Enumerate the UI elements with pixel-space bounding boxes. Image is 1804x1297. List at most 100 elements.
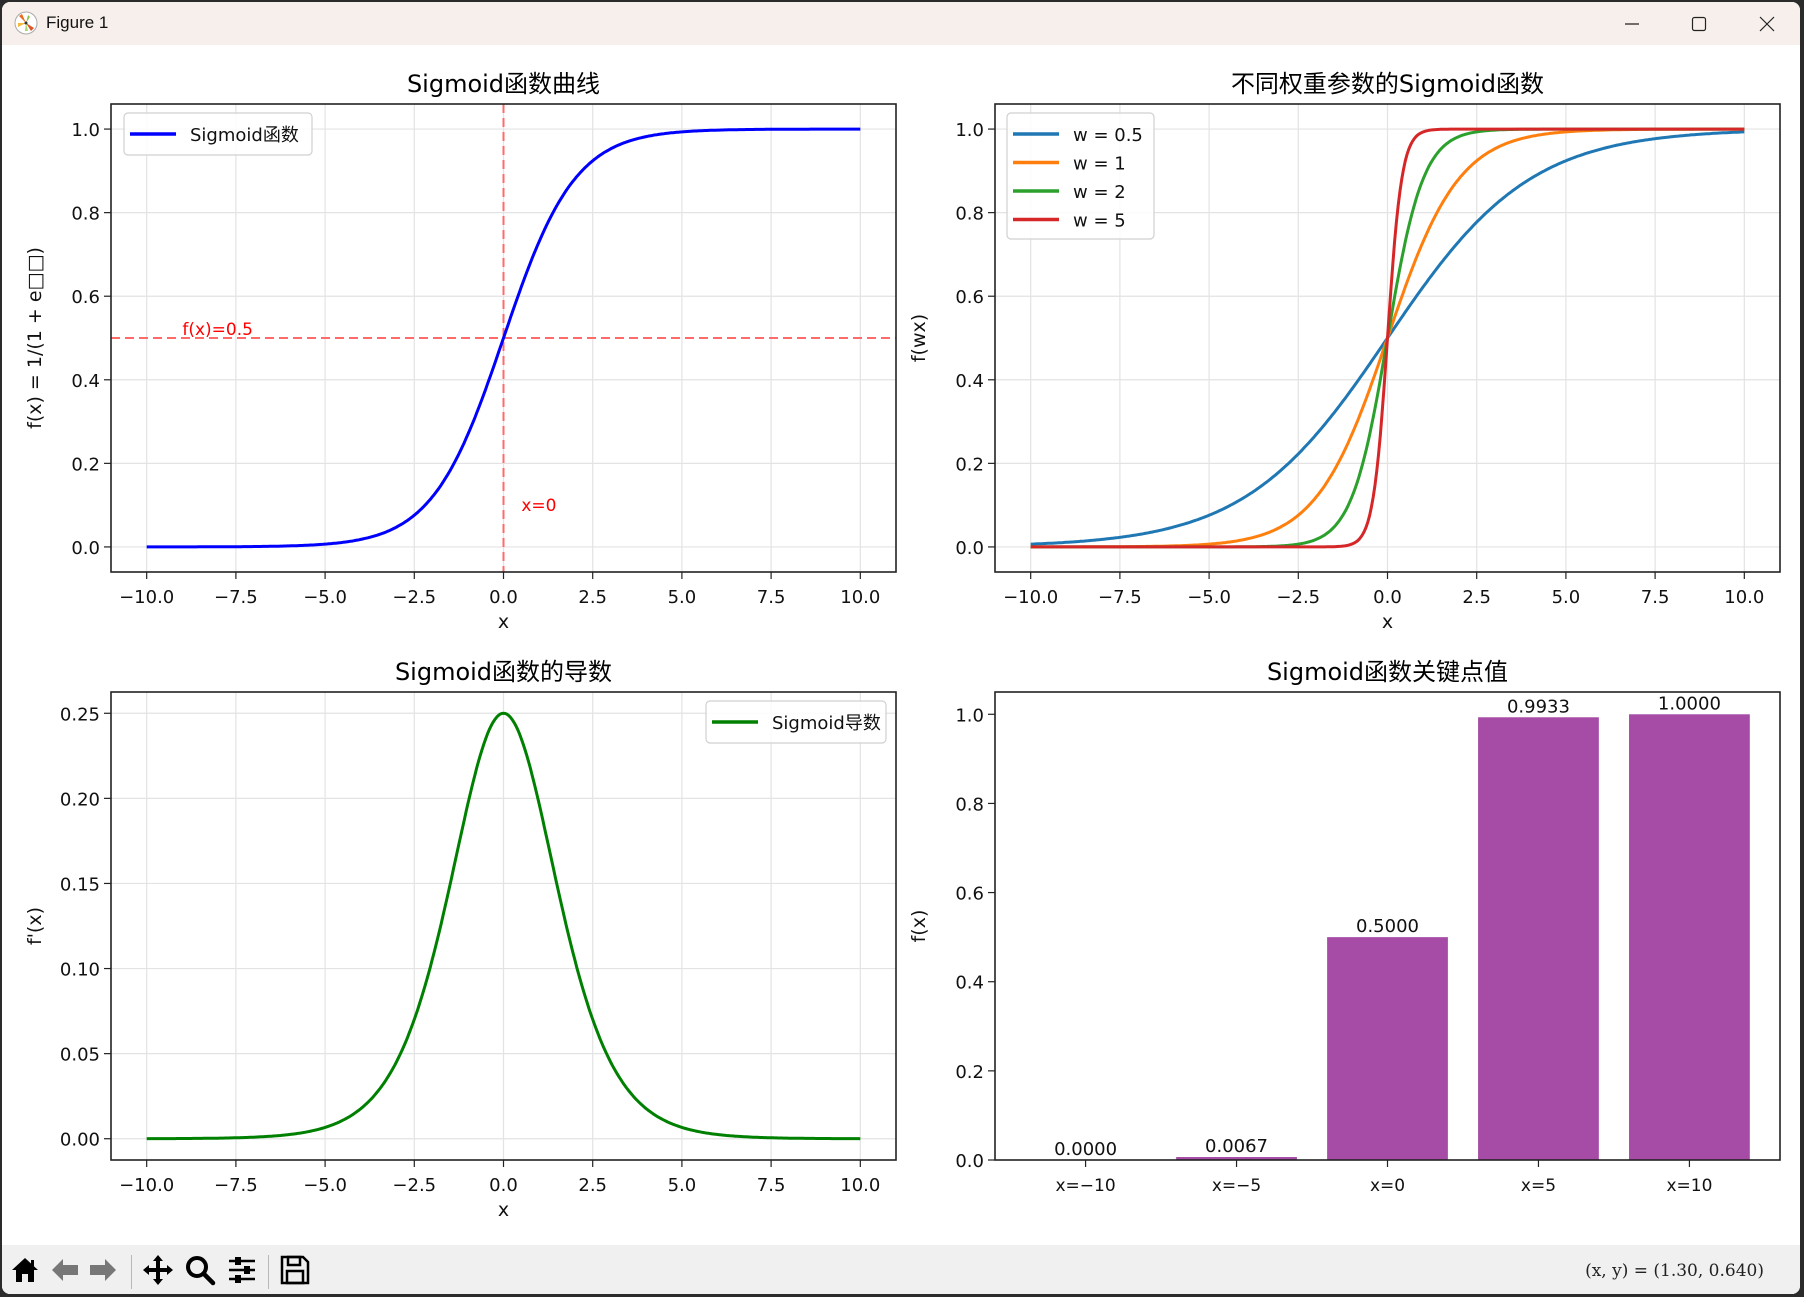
chart-title: 不同权重参数的Sigmoid函数 (1231, 70, 1544, 98)
weighted-sigmoid-line (1030, 127, 1745, 549)
axes-frame (994, 103, 1781, 573)
y-axis-label: f'(x) (24, 907, 46, 945)
toolbar-separator (131, 1255, 132, 1289)
x-axis-label: x (1382, 611, 1393, 633)
y-tick-label: 0.8 (955, 204, 984, 225)
y-tick-label: 0.4 (955, 371, 984, 392)
plot-area: Sigmoid函数曲线 0.0 0.2 0.4 0.6 0.8 1.0 f(x) = 1/(1… (24, 70, 1781, 1221)
x-tick-label: x=0 (1370, 1176, 1405, 1196)
save-button[interactable] (278, 1253, 312, 1287)
bar (1629, 714, 1750, 1160)
legend-label: w = 5 (1073, 211, 1126, 232)
bar-value-label: 0.0000 (1054, 1139, 1117, 1160)
y-axis-label: f(x) = 1/(1 + e□□) (24, 247, 46, 429)
x-tick-label: x=10 (1666, 1176, 1712, 1196)
x-tick-label: 5.0 (668, 1175, 697, 1196)
y-tick-label: 0.4 (955, 973, 984, 994)
y-tick-label: 1.0 (71, 120, 100, 141)
title-bar: Figure 1 (2, 2, 1800, 45)
x-tick-label: 10.0 (840, 1175, 880, 1196)
y-tick-label: 0.6 (955, 884, 984, 905)
legend-label: w = 1 (1073, 154, 1126, 175)
matplotlib-logo-icon (14, 11, 38, 35)
floppy-disk-icon (280, 1255, 310, 1285)
close-button[interactable] (1734, 2, 1800, 45)
axes-frame (110, 103, 897, 573)
y-tick-label: 1.0 (955, 705, 984, 726)
y-tick-label: 0.15 (60, 874, 100, 895)
x-tick-label: x=−5 (1212, 1176, 1261, 1196)
x-axis-label: x (498, 1199, 509, 1221)
forward-button[interactable] (86, 1253, 120, 1287)
toolbar-separator (268, 1255, 269, 1289)
y-tick-label: 0.0 (955, 1151, 984, 1172)
arrow-left-icon (52, 1259, 78, 1281)
x-tick-label: 2.5 (578, 587, 607, 608)
x-tick-label: x=−10 (1055, 1176, 1115, 1196)
x-tick-label: −10.0 (1003, 587, 1058, 608)
y-tick-label: 0.0 (71, 538, 100, 559)
legend-label: w = 0.5 (1073, 125, 1143, 146)
legend (1006, 112, 1155, 240)
maximize-button[interactable] (1666, 2, 1732, 45)
bar-value-label: 0.0067 (1205, 1136, 1268, 1157)
minimize-button[interactable] (1599, 2, 1665, 45)
x-tick-label: −7.5 (214, 1175, 258, 1196)
move-icon (143, 1255, 173, 1285)
y-tick-label: 1.0 (955, 120, 984, 141)
y-tick-label: 0.20 (60, 789, 100, 810)
arrow-right-icon (90, 1259, 116, 1281)
x-tick-label: −10.0 (119, 1175, 174, 1196)
back-button[interactable] (48, 1253, 82, 1287)
x-tick-label: −5.0 (303, 587, 347, 608)
annotation-text: x=0 (521, 496, 556, 516)
x-tick-label: 2.5 (1462, 587, 1491, 608)
x-tick-label: 10.0 (1724, 587, 1764, 608)
x-tick-label: −10.0 (119, 587, 174, 608)
maximize-icon (1691, 16, 1707, 31)
y-tick-label: 0.8 (71, 204, 100, 225)
cursor-coordinates: (x, y) = (1.30, 0.640) (1585, 1261, 1764, 1281)
axes-frame (110, 691, 897, 1161)
y-tick-label: 0.6 (955, 287, 984, 308)
minimize-icon (1625, 22, 1639, 25)
legend (705, 700, 887, 744)
chart-title: Sigmoid函数关键点值 (1267, 658, 1508, 686)
x-tick-label: −7.5 (214, 587, 258, 608)
panel-sigmoid-curve: Sigmoid函数曲线 0.0 0.2 0.4 0.6 0.8 1.0 f(x) = 1/(1… (24, 70, 897, 633)
y-tick-label: 0.2 (955, 454, 984, 475)
y-tick-label: 0.8 (955, 794, 984, 815)
y-tick-label: 0.0 (955, 538, 984, 559)
x-tick-label: −2.5 (1276, 587, 1320, 608)
y-tick-label: 0.10 (60, 960, 100, 981)
chart-title: Sigmoid函数曲线 (407, 70, 600, 98)
y-axis-label: f(x) (908, 910, 930, 943)
x-tick-label: −5.0 (1187, 587, 1231, 608)
y-tick-label: 0.2 (71, 454, 100, 475)
bar-value-label: 0.5000 (1356, 916, 1419, 937)
window-title: Figure 1 (46, 13, 109, 32)
chart-title: Sigmoid函数的导数 (395, 658, 612, 686)
pan-button[interactable] (141, 1253, 175, 1287)
configure-subplots-button[interactable] (225, 1253, 259, 1287)
bar (1176, 1157, 1297, 1160)
navigation-toolbar: (x, y) = (1.30, 0.640) (2, 1245, 1800, 1294)
zoom-button[interactable] (183, 1253, 217, 1287)
bar (1327, 937, 1448, 1160)
x-tick-label: x=5 (1521, 1176, 1556, 1196)
x-tick-label: 0.0 (489, 587, 518, 608)
y-tick-label: 0.6 (71, 287, 100, 308)
x-tick-label: 10.0 (840, 587, 880, 608)
legend-label: Sigmoid导数 (772, 713, 881, 734)
sliders-icon (229, 1257, 255, 1283)
derivative-line (146, 711, 861, 1141)
home-button[interactable] (8, 1253, 42, 1287)
x-tick-label: −2.5 (392, 1175, 436, 1196)
x-tick-label: 7.5 (1641, 587, 1670, 608)
y-tick-label: 0.2 (955, 1062, 984, 1083)
panel-key-values-bar: Sigmoid函数关键点值 0.0 0.2 0.4 0.6 0.8 1.0 f(x) 0.000… (908, 658, 1781, 1196)
figure-canvas[interactable]: Sigmoid函数曲线 0.0 0.2 0.4 0.6 0.8 1.0 f(x) = 1/(1… (2, 45, 1800, 1245)
legend-label: Sigmoid函数 (190, 125, 299, 146)
panel-weighted-sigmoid: 不同权重参数的Sigmoid函数 0.0 0.2 0.4 0.6 0.8 1.0 f(wx) x… (908, 70, 1781, 633)
